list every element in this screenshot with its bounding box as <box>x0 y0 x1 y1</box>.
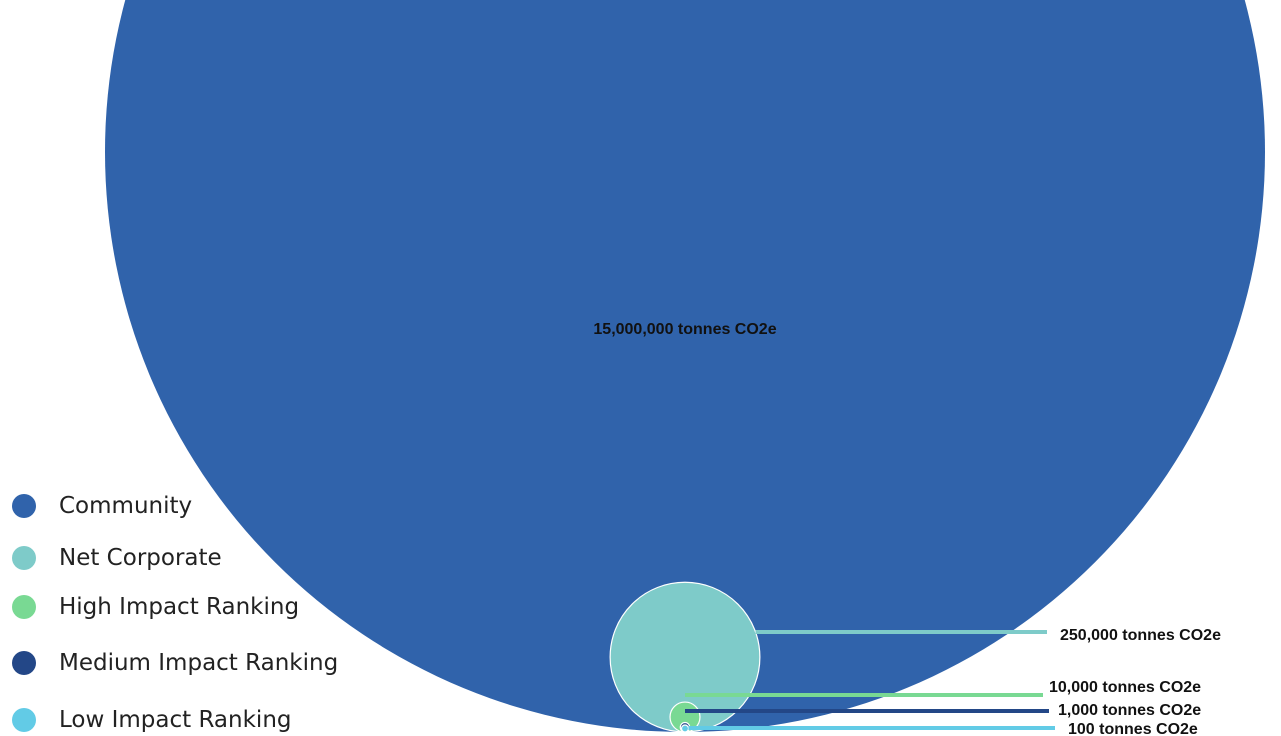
data-label-low-impact-ranking: 100 tonnes CO2e <box>1068 721 1198 736</box>
data-label-net-corporate: 250,000 tonnes CO2e <box>1060 627 1221 644</box>
legend-label: Low Impact Ranking <box>59 707 292 733</box>
legend-item-medium-impact-ranking[interactable]: Medium Impact Ranking <box>12 648 338 678</box>
circles-layer <box>105 0 1265 733</box>
legend-marker <box>12 651 36 675</box>
legend-item-high-impact-ranking[interactable]: High Impact Ranking <box>12 592 299 622</box>
data-label-high-impact-ranking: 10,000 tonnes CO2e <box>1049 679 1201 696</box>
bubble-low-impact-ranking[interactable] <box>680 724 690 733</box>
legend-marker <box>12 494 36 518</box>
legend-label: Net Corporate <box>59 545 222 571</box>
legend-marker <box>12 708 36 732</box>
legend-label: Medium Impact Ranking <box>59 650 339 676</box>
data-label-medium-impact-ranking: 1,000 tonnes CO2e <box>1058 702 1201 719</box>
data-label-community: 15,000,000 tonnes CO2e <box>593 321 776 338</box>
data-labels-layer: 15,000,000 tonnes CO2e 250,000 tonnes CO2… <box>593 321 1221 736</box>
legend-item-community[interactable]: Community <box>12 491 192 521</box>
legend-marker <box>12 595 36 619</box>
legend-label: Community <box>59 493 193 519</box>
legend-item-net-corporate[interactable]: Net Corporate <box>12 543 222 573</box>
leader-lines-layer <box>685 630 1055 730</box>
bubble-community[interactable] <box>105 0 1265 732</box>
legend-item-low-impact-ranking[interactable]: Low Impact Ranking <box>12 705 292 735</box>
legend-label: High Impact Ranking <box>59 594 300 620</box>
legend-marker <box>12 546 36 570</box>
